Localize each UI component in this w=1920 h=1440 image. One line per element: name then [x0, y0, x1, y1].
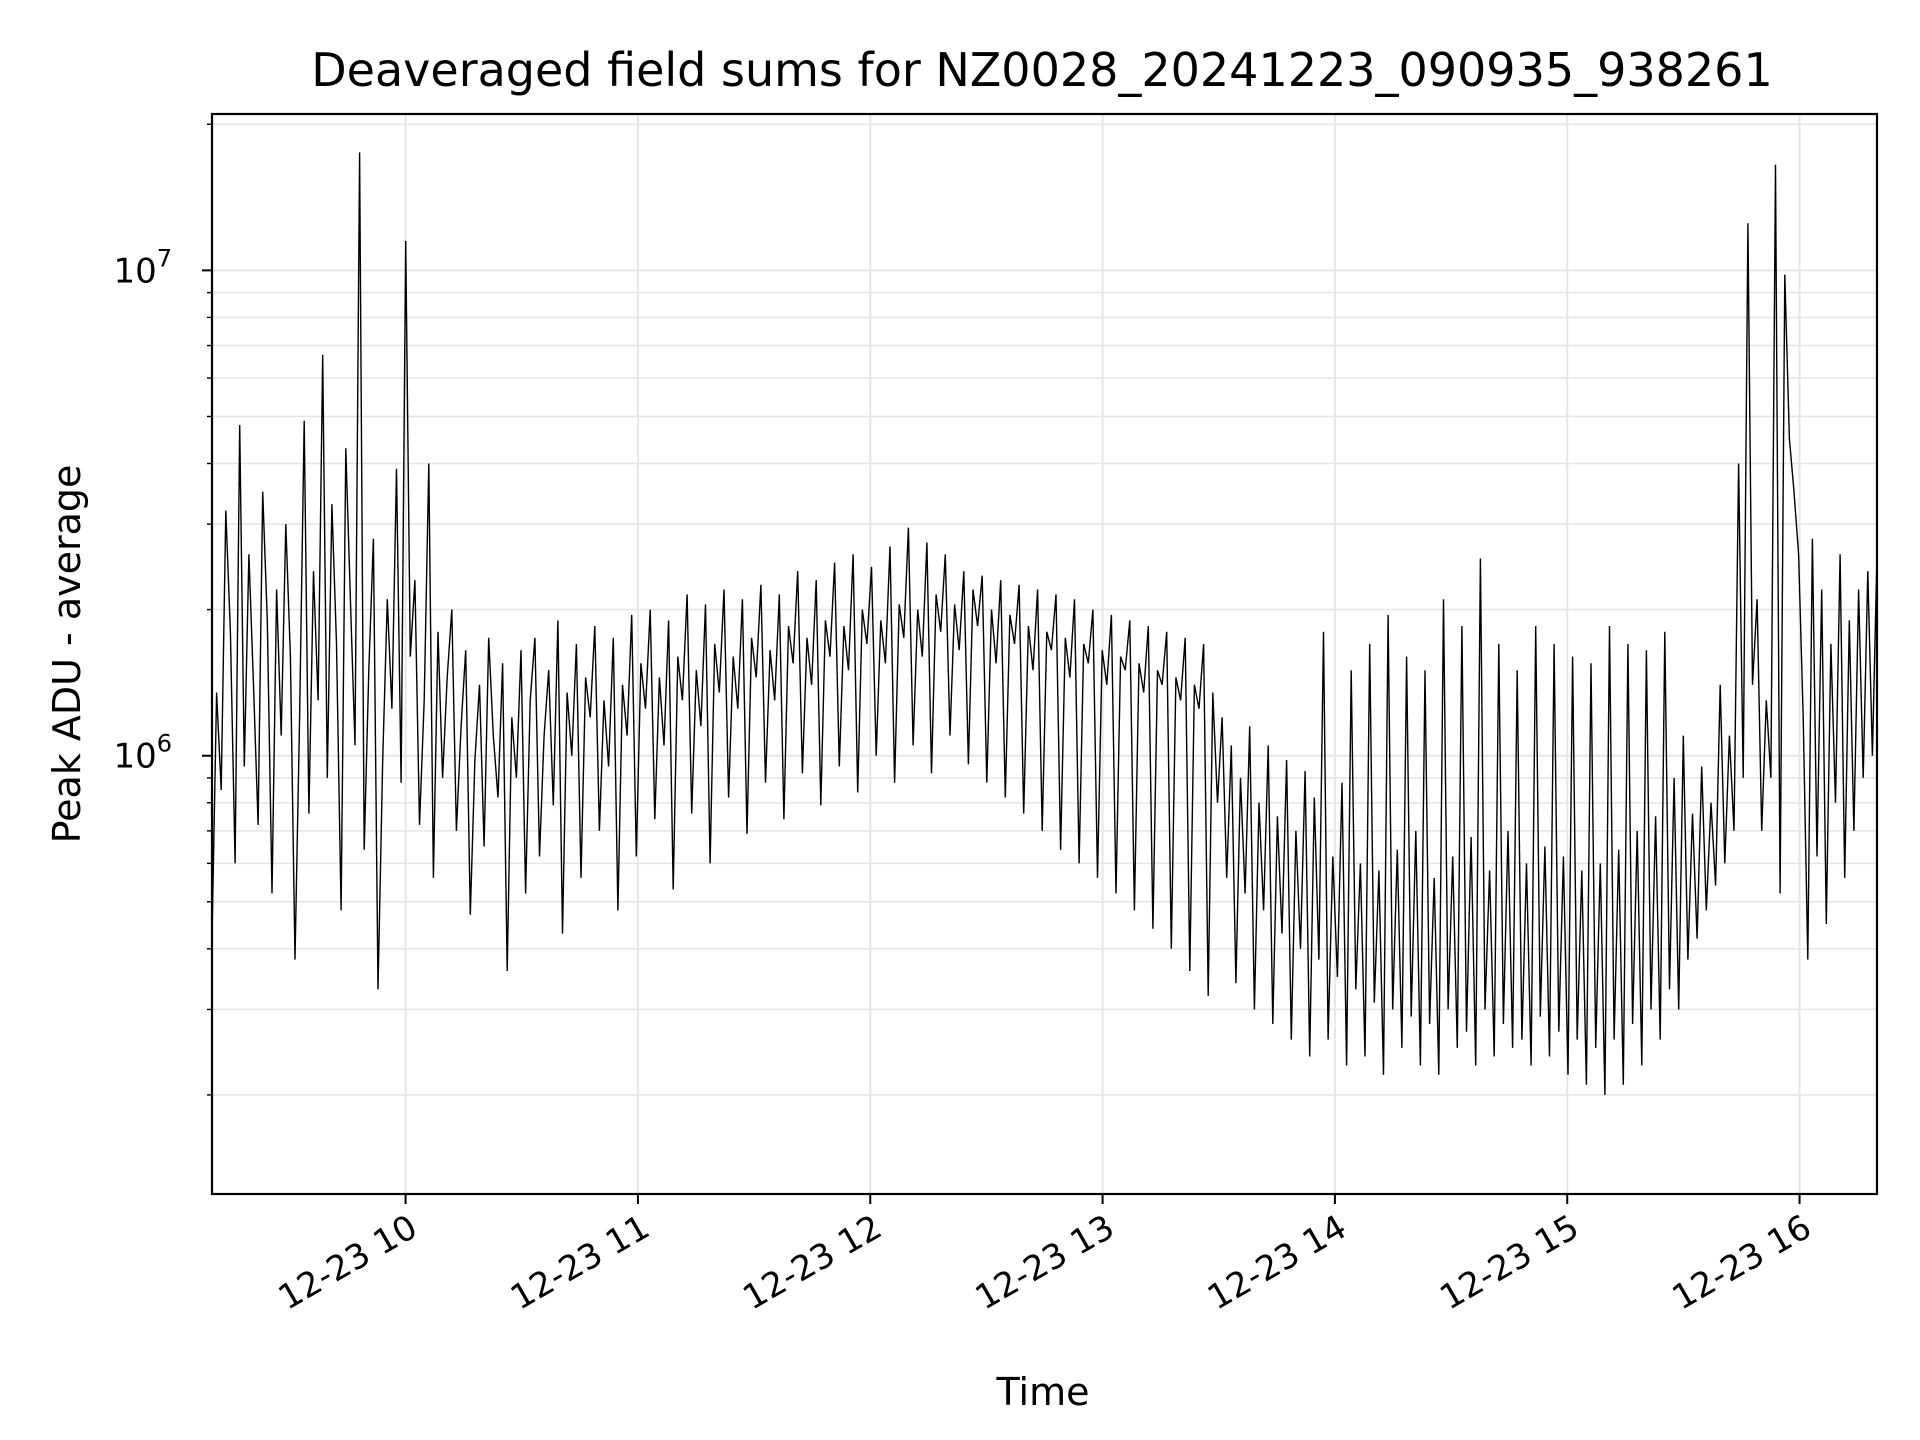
x-axis-label: Time	[996, 1370, 1090, 1414]
data-series-line	[211, 152, 1878, 1095]
axes-frame	[210, 112, 1879, 1196]
y-axis-label: Peak ADU - average	[45, 465, 89, 844]
y-axis: 106 107	[113, 123, 212, 1096]
y-tick-label: 107	[113, 244, 172, 291]
chart-title: Deaveraged field sums for NZ0028_2024122…	[311, 43, 1772, 97]
plot-area	[211, 152, 1878, 1095]
grid-lines	[212, 114, 1877, 1194]
y-tick-label: 106	[113, 730, 172, 777]
